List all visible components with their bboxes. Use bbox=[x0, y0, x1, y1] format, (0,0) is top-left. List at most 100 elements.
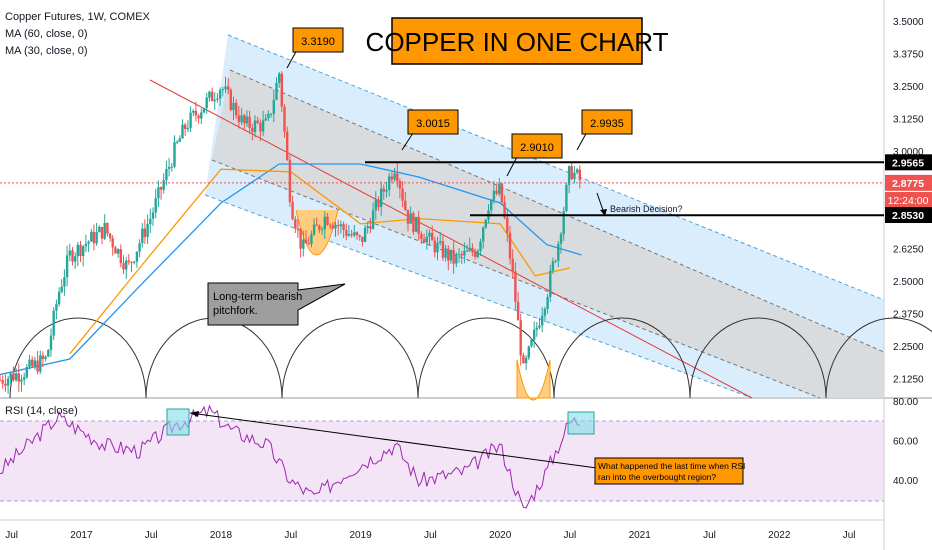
candle-body bbox=[331, 225, 334, 229]
candle-body bbox=[87, 241, 90, 244]
candle-body bbox=[49, 335, 53, 350]
candle-body bbox=[503, 202, 506, 218]
candle-body bbox=[420, 234, 423, 239]
candle-body bbox=[288, 160, 292, 203]
candle-body bbox=[186, 127, 190, 130]
candle-body bbox=[248, 116, 251, 128]
rsi-overbought-box-2018 bbox=[166, 408, 190, 436]
rsi-note-line2: ran into the overbought region? bbox=[598, 472, 716, 482]
bearish-note: Bearish Decision? bbox=[610, 204, 683, 214]
candle-body bbox=[95, 232, 98, 244]
candle-body bbox=[342, 224, 345, 230]
rsi-arrow-line bbox=[189, 412, 598, 469]
candle-body bbox=[511, 258, 514, 272]
callout-box bbox=[511, 133, 563, 159]
candle-body bbox=[506, 217, 509, 233]
candle-body bbox=[567, 166, 571, 185]
candle-body bbox=[369, 226, 372, 229]
candle-body bbox=[425, 236, 428, 243]
candle-body bbox=[543, 309, 547, 316]
candle-body bbox=[315, 224, 318, 226]
support-tag-label: 2.8530 bbox=[892, 210, 924, 222]
candle-body bbox=[393, 173, 396, 180]
time-tick-label: 2022 bbox=[768, 530, 791, 541]
candle-body bbox=[146, 224, 149, 237]
time-tick-label: Jul bbox=[843, 530, 856, 541]
candle-body bbox=[216, 98, 219, 100]
candle-body bbox=[251, 128, 254, 132]
candle-body bbox=[6, 378, 10, 386]
candle-body bbox=[436, 242, 439, 253]
price-axis: 3.50003.37503.25003.12503.00002.87502.75… bbox=[893, 17, 924, 386]
tag-background bbox=[885, 192, 932, 208]
rsi-tick-label: 60.00 bbox=[893, 437, 918, 448]
candle-body bbox=[245, 116, 249, 124]
candle-body bbox=[44, 356, 47, 360]
candle-body bbox=[33, 360, 37, 367]
candle-body bbox=[377, 199, 380, 207]
pitchfork-note-line1: Long-term bearish bbox=[213, 291, 302, 303]
price-tick-label: 2.5000 bbox=[893, 277, 924, 288]
candle-body bbox=[541, 315, 544, 326]
candle-body bbox=[154, 198, 157, 213]
countdown-tag-label: 12:24:00 bbox=[888, 195, 929, 207]
candle-body bbox=[559, 234, 563, 244]
candle-body bbox=[119, 249, 122, 264]
time-tick-label: Jul bbox=[5, 530, 18, 541]
candle-body bbox=[385, 190, 388, 192]
candle-body bbox=[202, 108, 206, 113]
candle-body bbox=[299, 228, 302, 249]
candle-body bbox=[253, 120, 257, 132]
time-tick-label: 2019 bbox=[349, 530, 372, 541]
candle-body bbox=[334, 224, 337, 229]
candle-body bbox=[39, 355, 42, 372]
candle-body bbox=[60, 286, 63, 292]
candle-body bbox=[135, 251, 139, 262]
candle-body bbox=[337, 224, 340, 226]
candle-body bbox=[549, 270, 552, 297]
candle-body bbox=[200, 112, 203, 119]
callout-box bbox=[581, 109, 633, 135]
candle-body bbox=[374, 199, 377, 211]
candle-body bbox=[302, 239, 305, 249]
candle-body bbox=[371, 210, 375, 229]
candle-body bbox=[23, 377, 26, 380]
candle-body bbox=[264, 118, 267, 121]
candle-body bbox=[256, 120, 259, 123]
candle-body bbox=[79, 244, 82, 256]
candle-body bbox=[125, 260, 128, 270]
candle-body bbox=[229, 89, 232, 110]
candle-body bbox=[320, 229, 324, 231]
candle-body bbox=[366, 226, 369, 228]
callout-box bbox=[292, 27, 344, 53]
price-tick-label: 2.2500 bbox=[893, 342, 924, 353]
candle-body bbox=[551, 261, 555, 271]
candle-body bbox=[84, 243, 88, 247]
time-tick-label: Jul bbox=[284, 530, 297, 541]
candle-body bbox=[237, 115, 241, 123]
candle-body bbox=[20, 379, 23, 382]
candle-body bbox=[90, 231, 93, 242]
time-tick-label: 2017 bbox=[70, 530, 93, 541]
candle-body bbox=[165, 168, 168, 180]
candle-body bbox=[490, 199, 493, 211]
cycle-arc bbox=[689, 317, 827, 399]
time-tick-label: Jul bbox=[145, 530, 158, 541]
candle-body bbox=[312, 224, 316, 235]
candle-body bbox=[143, 228, 147, 237]
candle-body bbox=[1, 380, 4, 384]
candle-body bbox=[12, 373, 15, 381]
candle-body bbox=[471, 247, 474, 253]
candle-body bbox=[227, 86, 230, 90]
candle-body bbox=[269, 113, 273, 115]
candle-body bbox=[304, 239, 308, 244]
pitchfork-median-line bbox=[149, 79, 753, 399]
candle-body bbox=[232, 102, 235, 110]
candle-body bbox=[409, 213, 412, 224]
tag-background bbox=[885, 207, 932, 223]
candle-body bbox=[406, 209, 410, 224]
candle-body bbox=[4, 383, 7, 386]
candle-body bbox=[130, 262, 133, 264]
ma60-line bbox=[0, 163, 582, 376]
